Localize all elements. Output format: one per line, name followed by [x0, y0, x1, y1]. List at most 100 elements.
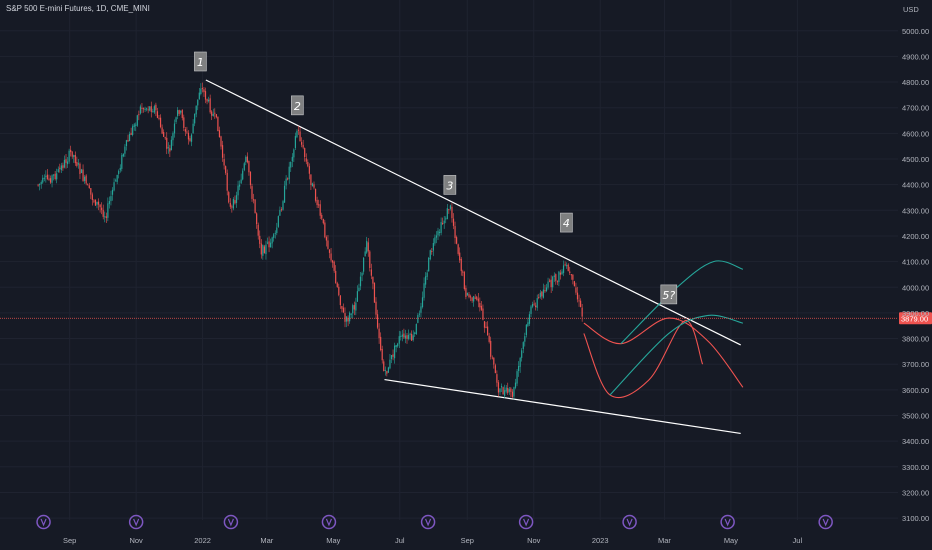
candle-body: [500, 386, 503, 388]
event-marker-glyph: [40, 518, 47, 527]
candle-body: [518, 366, 520, 371]
candle-body: [73, 155, 75, 157]
candle-body: [42, 177, 44, 183]
x-tick-label: May: [326, 536, 340, 545]
candle-body: [299, 131, 301, 142]
candle-body: [132, 126, 134, 135]
candle-body: [322, 218, 324, 224]
candle-body: [425, 276, 427, 285]
candle-body: [90, 188, 92, 195]
candle-body: [421, 297, 424, 308]
candle-body: [555, 274, 557, 281]
candle-body: [144, 108, 146, 110]
candle-body: [324, 222, 326, 238]
y-axis[interactable]: 3100.00 3200.00 3300.00 3400.00 3500.00 3600.…: [902, 27, 929, 523]
candle-body: [341, 306, 343, 309]
candle-body: [293, 149, 295, 158]
candle-body: [369, 251, 371, 268]
candle-body: [505, 387, 507, 392]
event-marker-icon: [720, 514, 735, 530]
candle-body: [172, 133, 174, 141]
candle-body: [497, 382, 500, 393]
x-tick-label: 2023: [592, 536, 609, 545]
event-marker-glyph: [133, 518, 140, 527]
candle-body: [378, 328, 380, 339]
candle-body: [488, 335, 490, 342]
last-price-line: 3879.00: [0, 312, 932, 325]
candle-body: [85, 175, 87, 184]
candle-body: [440, 222, 442, 233]
candle-body: [437, 230, 439, 236]
candle-body: [147, 109, 149, 111]
candle-body: [149, 106, 151, 111]
candle-body: [332, 260, 334, 263]
candle-body: [197, 99, 199, 106]
candle-body: [545, 287, 548, 291]
candle-body: [217, 116, 219, 132]
candle-body: [342, 307, 345, 313]
candle-body: [426, 272, 428, 277]
candle-body: [200, 88, 202, 95]
candle-body: [364, 251, 366, 257]
candle-body: [155, 104, 157, 111]
candle-body: [353, 305, 355, 310]
candle-body: [70, 149, 72, 153]
candle-body: [474, 297, 476, 299]
candle-body: [283, 185, 286, 203]
projection-curve-green: [620, 260, 744, 345]
candle-body: [513, 387, 515, 397]
candle-body: [259, 235, 261, 244]
candle-body: [170, 139, 173, 151]
wave-label-box: [194, 51, 207, 72]
candle-body: [82, 169, 84, 181]
candle-body: [476, 296, 478, 300]
candle-body: [383, 361, 385, 371]
event-marker-glyph: [523, 518, 530, 527]
candle-body: [266, 242, 269, 244]
candle-body: [355, 302, 357, 311]
candle-body: [330, 253, 332, 261]
candle-body: [242, 170, 244, 180]
candle-body: [336, 283, 338, 287]
candle-body: [347, 317, 349, 322]
candle-body: [381, 348, 383, 361]
event-marker-icon: [128, 514, 144, 530]
candle-body: [308, 166, 310, 174]
candle-body: [448, 209, 450, 211]
candle-body: [279, 210, 281, 216]
candle-body: [245, 156, 247, 163]
event-marker-icon: [223, 514, 239, 530]
candle-body: [166, 137, 168, 149]
y-tick-label: 4200.00: [902, 232, 929, 241]
candle-body: [94, 199, 97, 206]
candle-body: [485, 326, 487, 328]
projection-curve-red: [583, 320, 704, 399]
candle-body: [400, 335, 402, 337]
candle-body: [225, 166, 227, 173]
x-tick-label: Jul: [395, 536, 405, 545]
candle-body: [46, 174, 49, 179]
candle-body: [435, 235, 438, 238]
candle-body: [146, 108, 148, 110]
candle-body: [384, 369, 386, 371]
candle-body: [533, 303, 535, 305]
candle-body: [569, 271, 571, 273]
x-tick-label: Jul: [793, 536, 803, 545]
candle-body: [530, 306, 532, 314]
candle-body: [445, 218, 447, 220]
candle-body: [206, 99, 208, 102]
candle-body: [211, 111, 213, 116]
candle-body: [152, 111, 154, 113]
candle-body: [431, 250, 433, 252]
x-axis[interactable]: Sep Nov 2022 Mar May Jul Sep Nov 2023 Mar May Jul: [63, 536, 802, 545]
candle-body: [156, 111, 159, 118]
candle-body: [231, 206, 233, 208]
symbol-title: S&P 500 E-mini Futures, 1D, CME_MINI: [6, 4, 150, 13]
candle-body: [43, 177, 45, 179]
candle-body: [528, 314, 531, 324]
candle-body: [471, 297, 473, 301]
candle-body: [553, 275, 555, 278]
candle-body: [175, 117, 177, 123]
candle-body: [265, 244, 267, 255]
